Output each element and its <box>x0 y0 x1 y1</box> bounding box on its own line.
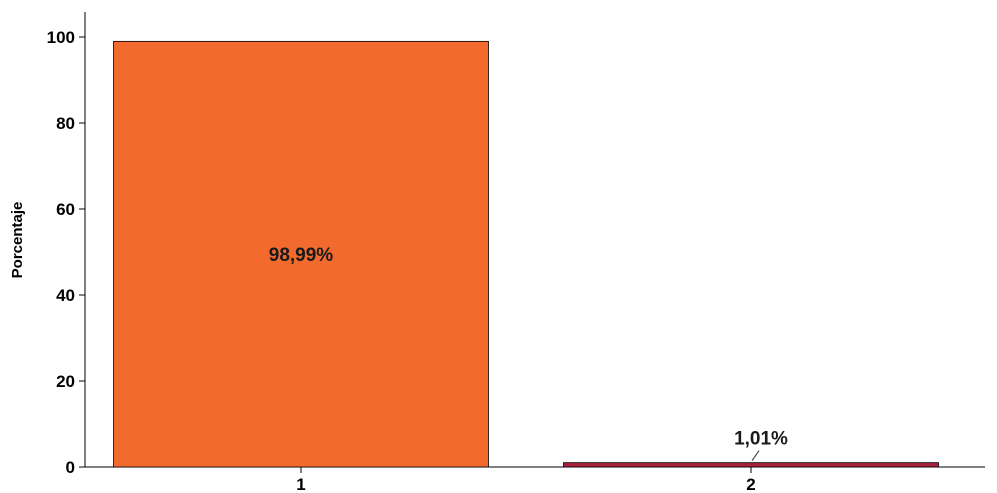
data-label: 1,01% <box>734 429 788 450</box>
data-labels-group: 98,99% 1,01% <box>269 245 788 461</box>
y-axis: 0 20 40 60 80 100 <box>47 12 86 477</box>
bar-1 <box>113 40 489 468</box>
y-tick-label: 80 <box>56 114 75 133</box>
x-tick-label: 2 <box>746 475 755 493</box>
y-tick-label: 60 <box>56 200 75 219</box>
y-tick-label: 0 <box>66 458 75 477</box>
y-tick-label: 40 <box>56 286 75 305</box>
data-label: 98,99% <box>269 245 334 266</box>
x-tick-label: 1 <box>296 475 305 493</box>
label-leader-line <box>751 450 760 461</box>
y-axis-title: Porcentaje <box>9 202 26 279</box>
bar-2 <box>563 462 939 468</box>
y-tick-label: 20 <box>56 372 75 391</box>
bars-group <box>113 40 939 468</box>
y-tick-label: 100 <box>47 28 75 47</box>
